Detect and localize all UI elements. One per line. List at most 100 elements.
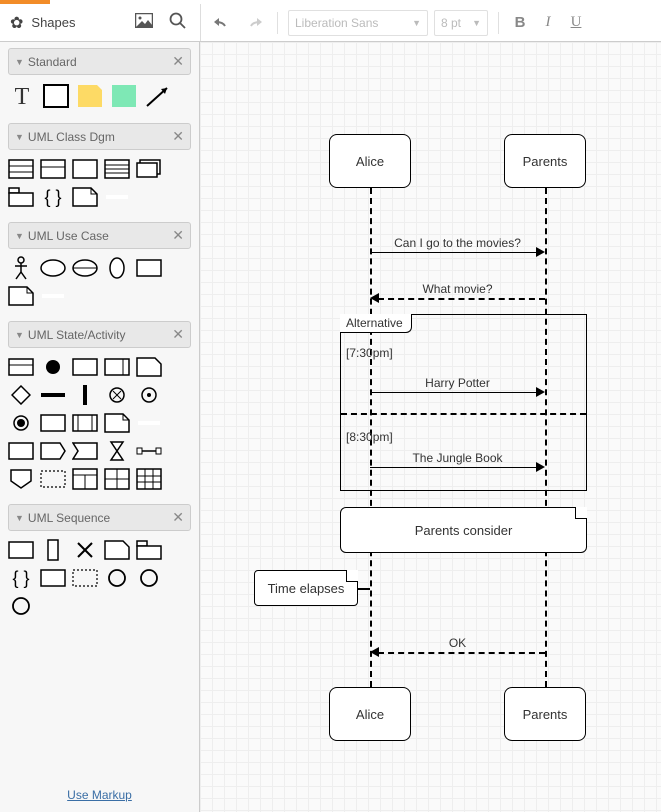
arrowhead-icon[interactable] xyxy=(370,647,379,657)
panel-header-umlsequence[interactable]: ▼ UML Sequence ✕ xyxy=(8,504,191,531)
undo-button[interactable] xyxy=(209,10,235,36)
shape-braces2[interactable]: { } xyxy=(8,567,34,589)
font-size-select[interactable]: 8 pt ▼ xyxy=(434,10,488,36)
actor-alice-top[interactable]: Alice xyxy=(329,134,411,188)
arrowhead-icon[interactable] xyxy=(536,247,545,257)
shape-note3[interactable] xyxy=(136,356,162,378)
shape-hourglass[interactable] xyxy=(104,440,130,462)
shape-grid4[interactable] xyxy=(136,468,162,490)
message-arrow[interactable] xyxy=(370,392,537,393)
panel-header-umlstate[interactable]: ▼ UML State/Activity ✕ xyxy=(8,321,191,348)
shape-history[interactable] xyxy=(136,384,162,406)
message-label[interactable]: Can I go to the movies? xyxy=(394,236,521,250)
panel-header-umlusecase[interactable]: ▼ UML Use Case ✕ xyxy=(8,222,191,249)
shape-grid3[interactable] xyxy=(104,468,130,490)
shape-line2[interactable] xyxy=(40,285,66,307)
close-icon[interactable]: ✕ xyxy=(172,326,184,343)
shape-receive[interactable] xyxy=(72,440,98,462)
shape-r5[interactable] xyxy=(40,412,66,434)
shape-pkg2[interactable] xyxy=(136,539,162,561)
shape-state1[interactable] xyxy=(8,356,34,378)
panel-header-standard[interactable]: ▼ Standard ✕ xyxy=(8,48,191,75)
font-family-select[interactable]: Liberation Sans ▼ xyxy=(288,10,428,36)
shape-grid2[interactable] xyxy=(72,468,98,490)
shape-frame[interactable] xyxy=(104,539,130,561)
arrowhead-icon[interactable] xyxy=(536,387,545,397)
shape-note-yellow[interactable] xyxy=(76,83,104,109)
image-icon[interactable] xyxy=(131,11,157,35)
message-label[interactable]: Harry Potter xyxy=(425,376,490,390)
shape-r6[interactable] xyxy=(72,412,98,434)
shape-circle2[interactable] xyxy=(136,567,162,589)
actor-parents-top[interactable]: Parents xyxy=(504,134,586,188)
shape-rect-green[interactable] xyxy=(110,83,138,109)
shape-class3[interactable] xyxy=(8,158,34,180)
arrowhead-icon[interactable] xyxy=(370,293,379,303)
guard-label[interactable]: [8:30pm] xyxy=(346,430,393,444)
redo-button[interactable] xyxy=(241,10,267,36)
shape-line[interactable] xyxy=(104,186,130,208)
canvas[interactable]: Alice Parents Alice Parents Can I go to the … xyxy=(200,42,661,812)
underline-button[interactable]: U xyxy=(565,14,587,31)
message-arrow[interactable] xyxy=(378,298,545,300)
shape-initial[interactable] xyxy=(40,356,66,378)
shape-stack[interactable] xyxy=(136,158,162,180)
shape-circle1[interactable] xyxy=(104,567,130,589)
shape-lifeline[interactable] xyxy=(8,539,34,561)
close-icon[interactable]: ✕ xyxy=(172,227,184,244)
close-icon[interactable]: ✕ xyxy=(172,128,184,145)
note-connector[interactable] xyxy=(358,588,370,590)
markup-link-text[interactable]: Use Markup xyxy=(67,788,132,802)
shape-rect-s[interactable] xyxy=(40,567,66,589)
message-arrow[interactable] xyxy=(370,252,537,253)
actor-parents-bottom[interactable]: Parents xyxy=(504,687,586,741)
shape-termx[interactable] xyxy=(104,384,130,406)
shape-circle3[interactable] xyxy=(8,595,34,617)
close-icon[interactable]: ✕ xyxy=(172,509,184,526)
shape-r8[interactable] xyxy=(8,440,34,462)
shape-rect3[interactable] xyxy=(72,356,98,378)
shape-note2[interactable] xyxy=(8,285,34,307)
shape-activation[interactable] xyxy=(40,539,66,561)
shape-destroy[interactable] xyxy=(72,539,98,561)
shape-arrow[interactable] xyxy=(144,83,172,109)
shape-rect2[interactable] xyxy=(136,257,162,279)
message-label[interactable]: OK xyxy=(449,636,466,650)
bold-button[interactable]: B xyxy=(509,14,531,31)
shape-r7[interactable] xyxy=(104,412,130,434)
shape-shield[interactable] xyxy=(8,468,34,490)
note-consider[interactable]: Parents consider xyxy=(340,507,587,553)
note-time[interactable]: Time elapses xyxy=(254,570,358,606)
message-label[interactable]: What movie? xyxy=(422,282,492,296)
shape-line3[interactable] xyxy=(136,412,162,434)
shape-signal[interactable] xyxy=(40,440,66,462)
message-label[interactable]: The Jungle Book xyxy=(412,451,502,465)
arrowhead-icon[interactable] xyxy=(536,462,545,472)
shape-rect4[interactable] xyxy=(104,356,130,378)
shape-decision[interactable] xyxy=(8,384,34,406)
message-arrow[interactable] xyxy=(370,467,537,468)
shape-package[interactable] xyxy=(8,186,34,208)
shape-text[interactable]: T xyxy=(8,83,36,109)
shape-class2[interactable] xyxy=(40,158,66,180)
shape-hbar[interactable] xyxy=(40,384,66,406)
shape-actor[interactable] xyxy=(8,257,34,279)
shape-ellipse[interactable] xyxy=(40,257,66,279)
shape-class4[interactable] xyxy=(104,158,130,180)
shape-rect[interactable] xyxy=(42,83,70,109)
shape-vbar[interactable] xyxy=(72,384,98,406)
search-icon[interactable] xyxy=(165,10,190,36)
shape-final[interactable] xyxy=(8,412,34,434)
italic-button[interactable]: I xyxy=(537,14,559,31)
shape-dashed-rect[interactable] xyxy=(40,468,66,490)
gear-icon[interactable]: ✿ xyxy=(10,13,23,33)
shape-connector[interactable] xyxy=(136,440,162,462)
shape-dashed2[interactable] xyxy=(72,567,98,589)
shape-ellipse-split[interactable] xyxy=(72,257,98,279)
shape-oval[interactable] xyxy=(104,257,130,279)
use-markup-link[interactable]: Use Markup xyxy=(0,777,199,812)
shape-note[interactable] xyxy=(72,186,98,208)
actor-alice-bottom[interactable]: Alice xyxy=(329,687,411,741)
close-icon[interactable]: ✕ xyxy=(172,53,184,70)
shape-braces[interactable]: { } xyxy=(40,186,66,208)
